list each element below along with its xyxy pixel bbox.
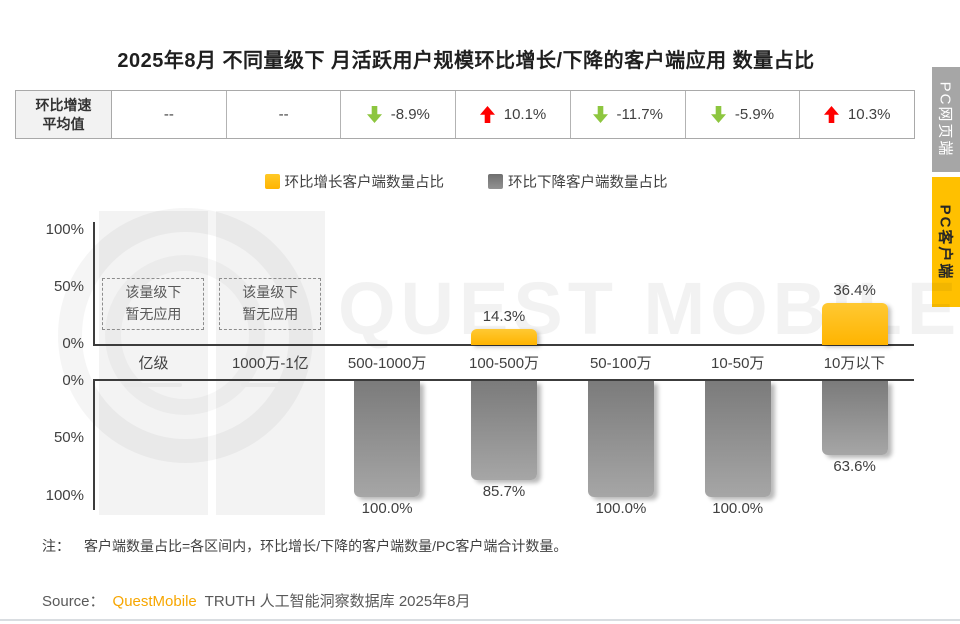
increase-arrow-icon [823, 106, 839, 123]
tab-pc-web[interactable]: PC网页端 [932, 67, 960, 172]
decrease-arrow-icon [710, 106, 726, 123]
increase-bar-value-3: 14.3% [482, 307, 526, 325]
legend-item-increase: 环比增长客户端数量占比 [264, 171, 445, 192]
no-app-box-0: 该量级下 暂无应用 [102, 278, 205, 330]
avg-rate-value: 10.1% [503, 106, 547, 123]
avg-rate-cell-2: -8.9% [341, 91, 457, 138]
zero-bar-marker-1 [241, 383, 300, 387]
decrease-arrow-icon [592, 106, 608, 123]
avg-rate-value: -5.9% [734, 106, 775, 123]
decrease-bar-value-5: 100.0% [712, 500, 764, 517]
avg-rate-cell-4: -11.7% [571, 91, 686, 138]
no-app-box-text: 暂无应用 [125, 306, 182, 322]
avg-rate-cell-5: -5.9% [686, 91, 801, 138]
legend-increase-label: 环比增长客户端数量占比 [284, 175, 445, 191]
bottom-x-axis-line [93, 379, 914, 381]
no-app-background-column-0 [99, 211, 208, 515]
avg-growth-rate-table: 环比增速 平均值 -- -- -8.9% 10.1% -11.7% -5.9% 10.3% [15, 90, 915, 139]
increase-bar-3 [471, 328, 537, 345]
category-label-5: 10-50万 [711, 355, 765, 372]
bottom-axis-tick-50: 50% [53, 429, 84, 446]
footnote-prefix: 注： [42, 538, 70, 554]
footnote: 注： 客户端数量占比=各区间内，环比增长/下降的客户端数量/PC客户端合计数量。 [42, 536, 567, 556]
no-app-background-column-1 [215, 211, 325, 515]
avg-rate-value: -11.7% [616, 106, 663, 123]
no-app-box-text: 该量级下 [125, 284, 182, 301]
bottom-y-axis-line [93, 380, 95, 510]
top-x-axis-line [93, 344, 914, 346]
avg-growth-rate-header-line2: 平均值 [42, 115, 85, 132]
zero-bar-marker-0 [124, 383, 183, 387]
legend-item-decrease: 环比下降客户端数量占比 [488, 171, 668, 192]
top-axis-tick-100: 100% [45, 221, 84, 238]
category-label-0: 亿级 [138, 355, 169, 372]
tab-pc-client[interactable]: PC客户端 [932, 177, 960, 307]
increase-bar-6 [821, 303, 888, 345]
decrease-arrow-icon [366, 106, 382, 123]
source-rest: TRUTH 人工智能洞察数据库 2025年8月 [204, 593, 471, 610]
avg-rate-cell-0: -- [112, 91, 227, 138]
bottom-axis-tick-100: 100% [45, 487, 84, 504]
avg-rate-value: -- [163, 106, 174, 123]
avg-rate-cell-3: 10.1% [456, 91, 571, 138]
category-label-3: 100-500万 [469, 355, 540, 372]
increase-arrow-icon [479, 106, 495, 123]
top-y-axis-line [93, 222, 95, 345]
decrease-bar-value-2: 100.0% [361, 500, 413, 517]
avg-rate-value: -- [278, 106, 289, 123]
avg-growth-rate-header-line1: 环比增速 [35, 96, 92, 113]
decrease-bar-6 [821, 381, 888, 455]
source-prefix: Source： [42, 593, 105, 610]
page-title: 2025年8月 不同量级下 月活跃用户规模环比增长/下降的客户端应用 数量占比 [117, 50, 815, 72]
category-label-2: 500-1000万 [347, 355, 427, 372]
category-label-6: 10万以下 [823, 355, 886, 372]
source-line: Source： QuestMobile TRUTH 人工智能洞察数据库 2025年… [42, 590, 471, 611]
footnote-text: 客户端数量占比=各区间内，环比增长/下降的客户端数量/PC客户端合计数量。 [84, 538, 568, 554]
bottom-axis-tick-0: 0% [62, 372, 84, 389]
avg-rate-cell-1: -- [227, 91, 342, 138]
decrease-bar-3 [471, 381, 537, 481]
decrease-color-swatch [488, 174, 503, 189]
tab-pc-web-label: PC网页端 [936, 81, 954, 158]
decrease-bar-value-3: 85.7% [482, 483, 526, 501]
bottom-divider [0, 619, 960, 621]
tab-pc-client-label: PC客户端 [936, 204, 954, 280]
avg-rate-cell-6: 10.3% [800, 91, 914, 138]
decrease-bar-5 [704, 381, 771, 497]
top-axis-tick-50: 50% [53, 278, 84, 295]
avg-rate-value: -8.9% [390, 106, 430, 123]
avg-rate-value: 10.3% [847, 106, 891, 123]
decrease-bar-value-6: 63.6% [833, 457, 876, 475]
no-app-box-text: 该量级下 [242, 284, 299, 301]
decrease-bar-value-4: 100.0% [595, 500, 647, 517]
increase-bar-value-6: 36.4% [833, 282, 876, 300]
no-app-box-1: 该量级下 暂无应用 [219, 278, 322, 330]
category-label-1: 1000万-1亿 [231, 355, 309, 372]
category-label-4: 50-100万 [589, 355, 652, 372]
decrease-bar-2 [354, 381, 421, 497]
avg-growth-rate-header: 环比增速 平均值 [16, 91, 112, 138]
source-brand: QuestMobile [112, 593, 197, 610]
legend-decrease-label: 环比下降客户端数量占比 [508, 175, 668, 191]
chart-legend: 环比增长客户端数量占比 环比下降客户端数量占比 [0, 171, 932, 192]
top-axis-tick-0: 0% [62, 335, 84, 352]
increase-color-swatch [264, 174, 280, 189]
decrease-bar-4 [587, 381, 654, 497]
no-app-box-text: 暂无应用 [242, 306, 299, 322]
